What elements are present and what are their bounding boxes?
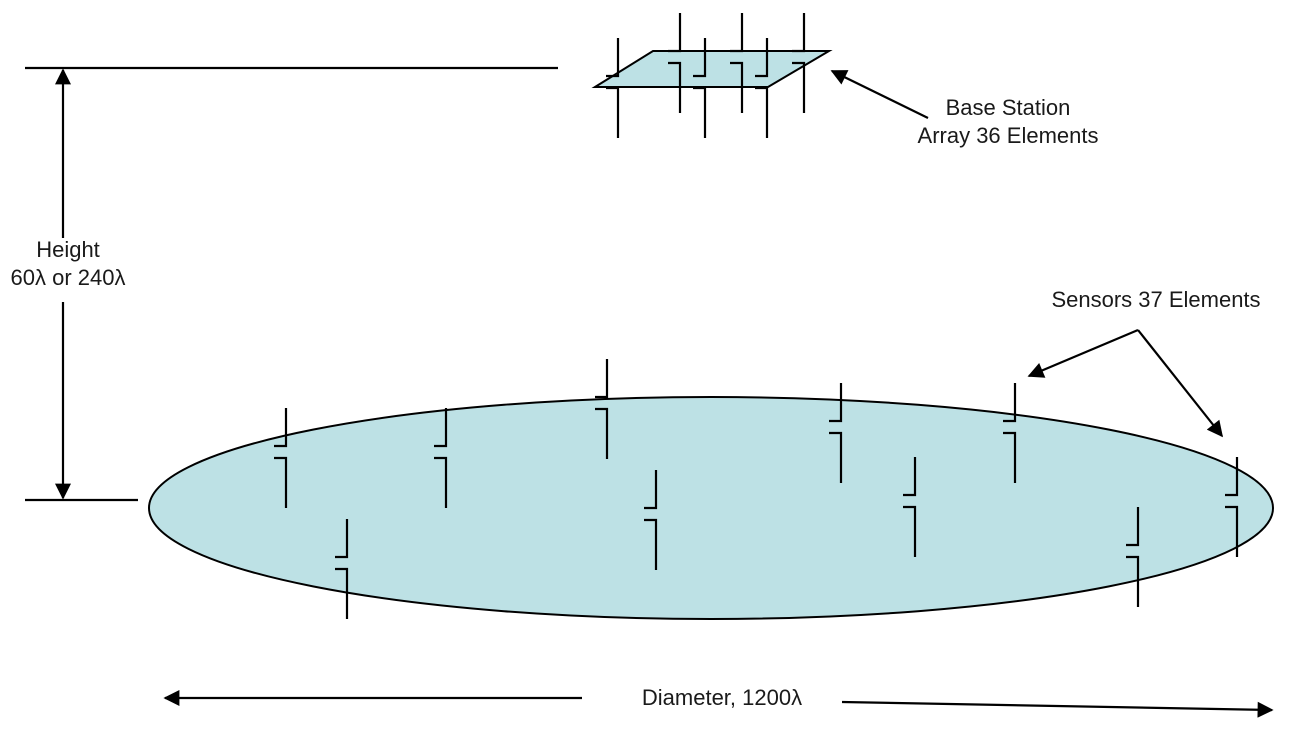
diameter-label: Diameter, 1200λ (641, 685, 803, 710)
height-label-line1: Height (36, 237, 100, 262)
sensor-pointer-arrow-right (1137, 329, 1223, 438)
dipole-antenna-icon (668, 13, 682, 113)
sensor-antennas (274, 359, 1239, 619)
dipole-antenna-icon (274, 408, 288, 508)
sensors-label: Sensors 37 Elements (1051, 287, 1261, 312)
base-station-pointer-arrow (830, 70, 929, 119)
base-station-label-line1: Base Station (945, 95, 1071, 120)
dipole-antenna-icon (595, 359, 609, 459)
dipole-antenna-icon (730, 13, 744, 113)
dipole-antenna-icon (792, 13, 806, 113)
sensor-field-ellipse (148, 396, 1274, 620)
base-station-label: Base Station Array 36 Elements (900, 94, 1116, 150)
height-label-line2: 60λ or 240λ (10, 265, 126, 290)
base-station-label-line2: Array 36 Elements (917, 123, 1099, 148)
dipole-antenna-icon (829, 383, 843, 483)
dipole-antenna-icon (606, 38, 620, 138)
dipole-antenna-icon (755, 38, 769, 138)
height-label: Height 60λ or 240λ (0, 236, 136, 292)
dipole-antenna-icon (1003, 383, 1017, 483)
diameter-arrow-right (841, 700, 1274, 718)
dipole-antenna-icon (644, 470, 658, 570)
base-station-plate (591, 50, 833, 88)
dipole-antenna-icon (693, 38, 707, 138)
base-station-antennas (606, 13, 806, 138)
dipole-antenna-icon (1225, 457, 1239, 557)
dipole-antenna-icon (434, 408, 448, 508)
dipole-antenna-icon (1126, 507, 1140, 607)
dipole-antenna-icon (903, 457, 917, 557)
sensor-pointer-arrow-left (1027, 328, 1139, 378)
dipole-antenna-icon (335, 519, 349, 619)
